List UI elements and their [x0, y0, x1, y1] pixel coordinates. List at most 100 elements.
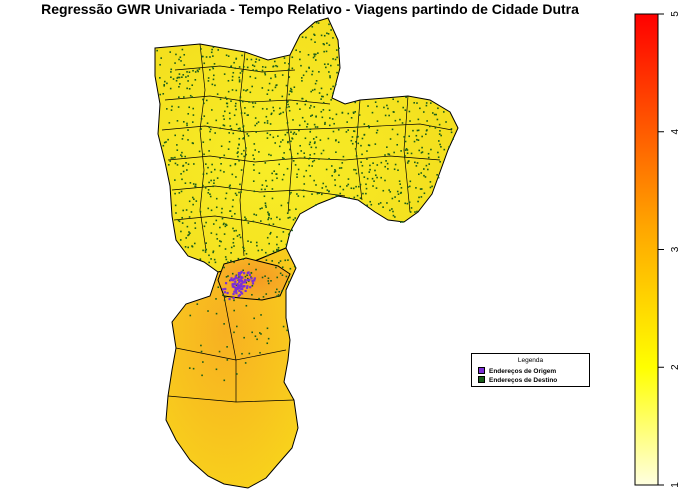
origin-point	[240, 275, 243, 279]
destination-point	[229, 210, 232, 212]
destination-point	[254, 149, 257, 151]
destination-point	[274, 76, 277, 78]
destination-point	[227, 261, 229, 263]
destination-point	[189, 232, 191, 235]
destination-point	[202, 361, 204, 363]
destination-point	[300, 77, 303, 79]
destination-point	[372, 162, 374, 164]
origin-points	[222, 270, 256, 301]
destination-point	[325, 168, 328, 171]
destination-point	[355, 185, 357, 188]
destination-point	[269, 98, 271, 101]
destination-point	[203, 153, 205, 156]
destination-point	[243, 249, 246, 252]
destination-point	[215, 233, 218, 236]
destination-point	[367, 125, 370, 127]
destination-point	[380, 176, 382, 179]
destination-point	[289, 193, 291, 195]
destination-point	[244, 219, 246, 222]
destination-point	[318, 192, 321, 194]
destination-point	[272, 65, 275, 68]
destination-point	[278, 163, 280, 166]
destination-point	[276, 216, 278, 219]
destination-point	[357, 135, 359, 138]
destination-point	[242, 125, 245, 127]
destination-point	[214, 84, 216, 87]
destination-point	[291, 137, 293, 140]
destination-point	[409, 211, 412, 213]
destination-point	[213, 63, 216, 65]
destination-point	[261, 249, 263, 251]
destination-point	[223, 73, 226, 75]
destination-point	[242, 246, 244, 249]
destination-point	[243, 112, 246, 115]
destination-point	[309, 128, 312, 131]
destination-point	[176, 77, 179, 79]
destination-point	[235, 284, 238, 287]
destination-point	[338, 47, 340, 50]
destination-point	[334, 179, 336, 181]
destination-point	[335, 151, 337, 154]
destination-point	[287, 259, 289, 261]
destination-point	[276, 250, 278, 252]
destination-point	[282, 325, 285, 328]
destination-point	[207, 191, 210, 194]
destination-point	[170, 71, 172, 73]
destination-point	[251, 102, 254, 104]
destination-point	[332, 58, 334, 60]
destination-point	[282, 231, 285, 233]
destination-point	[266, 93, 269, 95]
destination-point	[365, 187, 368, 190]
destination-point	[313, 152, 316, 155]
destination-point	[322, 95, 324, 98]
destination-point	[368, 171, 371, 173]
destination-point	[274, 74, 277, 76]
destination-point	[178, 85, 180, 88]
destination-point	[309, 175, 312, 177]
destination-point	[355, 141, 357, 143]
destination-point	[233, 331, 235, 334]
destination-point	[334, 184, 337, 187]
destination-point	[171, 105, 173, 108]
destination-point	[347, 112, 350, 115]
destination-point	[222, 115, 225, 117]
destination-point	[223, 222, 225, 225]
destination-point	[440, 134, 442, 137]
destination-point	[327, 137, 330, 140]
destination-point	[238, 137, 241, 140]
origin-point	[236, 287, 239, 291]
origin-point	[251, 279, 254, 283]
origin-point	[243, 281, 246, 284]
destination-point	[194, 185, 196, 188]
destination-point	[220, 162, 222, 165]
destination-point	[313, 88, 316, 91]
destination-point	[281, 266, 284, 269]
destination-point	[224, 225, 227, 228]
destination-point	[310, 38, 313, 41]
origin-point	[240, 292, 244, 295]
destination-point	[277, 294, 280, 296]
chart-title: Regressão GWR Univariada - Tempo Relativ…	[41, 1, 579, 17]
destination-point	[308, 67, 311, 69]
destination-point	[334, 170, 337, 172]
destination-point	[195, 200, 198, 202]
destination-point	[318, 158, 320, 160]
destination-point	[416, 102, 418, 104]
destination-point	[275, 84, 278, 86]
destination-point	[333, 122, 335, 125]
destination-point	[294, 164, 297, 166]
destination-point	[202, 98, 204, 101]
destination-point	[174, 179, 176, 181]
destination-point	[322, 182, 325, 185]
destination-point	[332, 85, 334, 88]
destination-point	[391, 208, 393, 210]
destination-point	[202, 173, 205, 176]
destination-point	[404, 155, 406, 157]
destination-point	[230, 246, 233, 249]
destination-point	[410, 152, 413, 155]
destination-point	[191, 245, 193, 247]
destination-point	[254, 102, 257, 104]
destination-point	[187, 246, 190, 249]
destination-point	[277, 246, 280, 249]
destination-point	[309, 154, 311, 156]
